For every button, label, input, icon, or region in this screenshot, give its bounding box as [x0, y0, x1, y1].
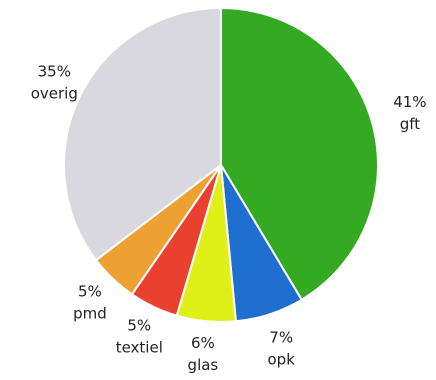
pie-slices — [63, 7, 379, 323]
pie-category-label-glas: glas — [188, 356, 219, 374]
pie-labels: 41% gft 7% opk 6% glas 5% textiel 5% pmd 35% overig — [31, 62, 427, 374]
pie-category-label-textiel: textiel — [116, 339, 163, 357]
pie-slice-gft — [220, 7, 379, 301]
pie-value-label-opk: 7% — [269, 328, 293, 346]
pie-value-label-pmd: 5% — [78, 283, 102, 301]
pie-category-label-overig: overig — [31, 84, 78, 102]
pie-category-label-gft: gft — [400, 115, 421, 133]
pie-slice-overig — [63, 7, 222, 262]
pie-value-label-gft: 41% — [393, 93, 426, 111]
pie-category-label-opk: opk — [268, 350, 296, 368]
pie-value-label-textiel: 5% — [127, 317, 151, 335]
pie-category-label-pmd: pmd — [73, 305, 107, 323]
pie-value-label-overig: 35% — [38, 62, 71, 80]
pie-value-label-glas: 6% — [191, 334, 215, 352]
